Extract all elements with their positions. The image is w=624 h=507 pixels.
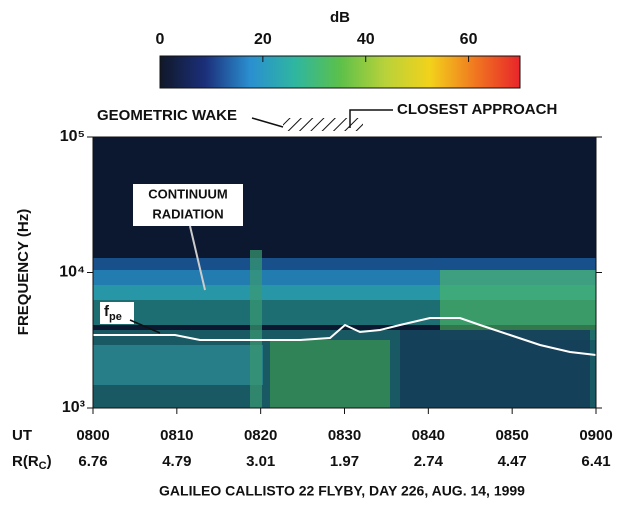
closest-label: CLOSEST APPROACH (397, 101, 557, 118)
colorbar-tick-label: 0 (156, 31, 165, 48)
r-value: 3.01 (246, 453, 275, 470)
y-tick-label: 10³ (62, 399, 85, 416)
r-label-part: ) (47, 453, 52, 470)
colorbar-tick-label: 40 (357, 31, 375, 48)
spectrogram (93, 137, 596, 408)
x-tick-label: 0830 (328, 427, 361, 444)
r-label-part: C (39, 460, 47, 472)
colorbar-label: dB (330, 9, 350, 26)
r-label: R(RC) (12, 453, 52, 472)
r-value: 6.76 (78, 453, 107, 470)
continuum-label: RADIATION (152, 206, 223, 221)
x-tick-label: 0840 (412, 427, 445, 444)
continuum-label: CONTINUUM (148, 186, 227, 201)
figure: dB GEOMETRIC WAKE CLOSEST APPROACH CONTI… (0, 0, 624, 502)
r-value: 6.41 (581, 453, 610, 470)
x-tick-label: 0850 (495, 427, 528, 444)
x-tick-label: 0900 (579, 427, 612, 444)
colorbar-tick-label: 20 (254, 31, 272, 48)
ut-label: UT (12, 427, 32, 444)
y-tick-label: 10⁵ (60, 128, 85, 145)
wake-arrow (252, 118, 283, 127)
r-value: 1.97 (330, 453, 359, 470)
colorbar-tick-label: 60 (460, 31, 478, 48)
chart-title: GALILEO CALLISTO 22 FLYBY, DAY 226, AUG.… (159, 483, 525, 499)
colorbar (160, 56, 520, 88)
y-tick-label: 10⁴ (59, 264, 85, 281)
wake-label: GEOMETRIC WAKE (97, 107, 237, 124)
fpe-sub: pe (109, 311, 122, 323)
x-tick-label: 0820 (244, 427, 277, 444)
r-value: 2.74 (414, 453, 444, 470)
x-tick-label: 0800 (76, 427, 109, 444)
wake-hatch (283, 118, 363, 131)
x-tick-label: 0810 (160, 427, 193, 444)
r-label-part: R(R (12, 453, 39, 470)
y-axis-label: FREQUENCY (Hz) (15, 209, 32, 335)
r-value: 4.47 (498, 453, 527, 470)
r-value: 4.79 (162, 453, 191, 470)
